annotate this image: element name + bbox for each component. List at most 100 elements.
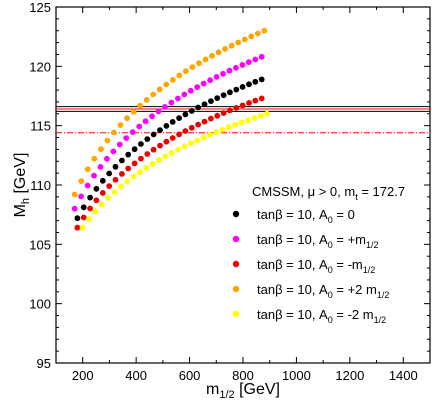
data-point [74,224,81,231]
data-point [202,56,209,63]
data-point [213,74,220,80]
data-point [142,118,149,125]
data-point [239,62,246,68]
data-point [157,142,163,149]
data-point [144,151,151,157]
data-point [261,27,268,34]
x-axis-label: m1/2 [GeV] [206,381,280,401]
x-tick-label: 1200 [335,368,364,383]
data-point [131,160,138,167]
data-point [214,112,221,119]
data-point [124,178,131,185]
data-point [213,129,220,136]
x-tick-label: 1000 [282,368,311,383]
data-point [200,80,207,87]
x-tick-label: 600 [179,368,201,383]
legend-label: tanβ = 10, A0 = -m1/2 [257,257,375,275]
data-point [157,127,163,133]
data-point [176,115,183,121]
data-point [118,183,124,190]
data-point [169,77,176,83]
x-tick-label: 1400 [389,368,418,383]
data-point [239,102,246,109]
data-point [71,205,78,212]
data-point [149,113,156,120]
data-point [112,163,119,170]
data-point [175,95,181,102]
data-point [215,49,222,56]
data-point [238,119,245,126]
data-point [258,95,265,102]
data-point [105,195,111,201]
data-point [201,118,208,125]
data-point [130,108,137,115]
data-point [106,170,113,177]
data-point [162,153,169,160]
data-point [137,169,143,176]
annotation-text: CMSSM, μ > 0, mt = 172.7 [252,184,405,202]
data-point [232,121,239,128]
data-point [176,131,183,138]
legend-marker [232,285,240,293]
data-point [137,102,144,109]
data-point [182,128,189,134]
data-point [189,64,196,70]
data-point [71,191,78,198]
data-point [209,52,215,59]
data-point [138,141,144,147]
y-tick-label: 105 [29,237,51,252]
data-point [246,81,252,88]
data-point [251,115,258,121]
data-point [112,176,119,183]
data-point [150,146,157,153]
data-point [241,36,248,43]
data-point [219,126,226,133]
data-point [125,151,132,158]
data-point [163,123,170,129]
reference-lines [56,106,430,134]
legend: tanβ = 10, A0 = 0 tanβ = 10, A0 = +m1/2 ta… [232,207,389,325]
data-point [123,135,130,142]
data-point [149,161,156,167]
data-point [78,193,84,200]
data-point [227,89,233,96]
data-point [91,172,97,179]
data-point [220,110,227,116]
data-point [195,104,202,111]
data-point [245,117,251,124]
data-point [168,150,175,156]
data-point [86,216,92,223]
data-point [156,157,162,163]
data-point [98,201,105,208]
data-point [226,124,232,130]
legend-label: tanβ = 10, A0 = +m1/2 [257,232,379,250]
data-point [196,60,202,67]
data-point [130,173,137,180]
data-point [227,107,233,114]
data-point [207,77,214,84]
data-point [195,121,202,128]
x-tick-label: 800 [232,368,254,383]
data-point [252,97,259,104]
data-point [233,86,240,93]
data-point [119,157,125,164]
data-point [150,131,157,138]
legend-marker [232,310,240,318]
data-point [98,146,104,153]
data-point [84,182,91,189]
data-point [99,177,106,184]
data-point [131,146,138,153]
tick-labels: 200 400 600 800 1000 1200 1400 95 100 105 110 115 12… [29,0,417,383]
data-point [111,129,117,136]
data-point [93,185,100,192]
data-point [201,101,208,108]
data-point [138,155,144,162]
data-point [74,215,81,222]
data-point [163,138,170,145]
data-point [246,100,252,106]
data-point [78,178,85,185]
legend-marker [232,235,240,243]
data-point [200,134,207,141]
data-point [258,53,265,60]
